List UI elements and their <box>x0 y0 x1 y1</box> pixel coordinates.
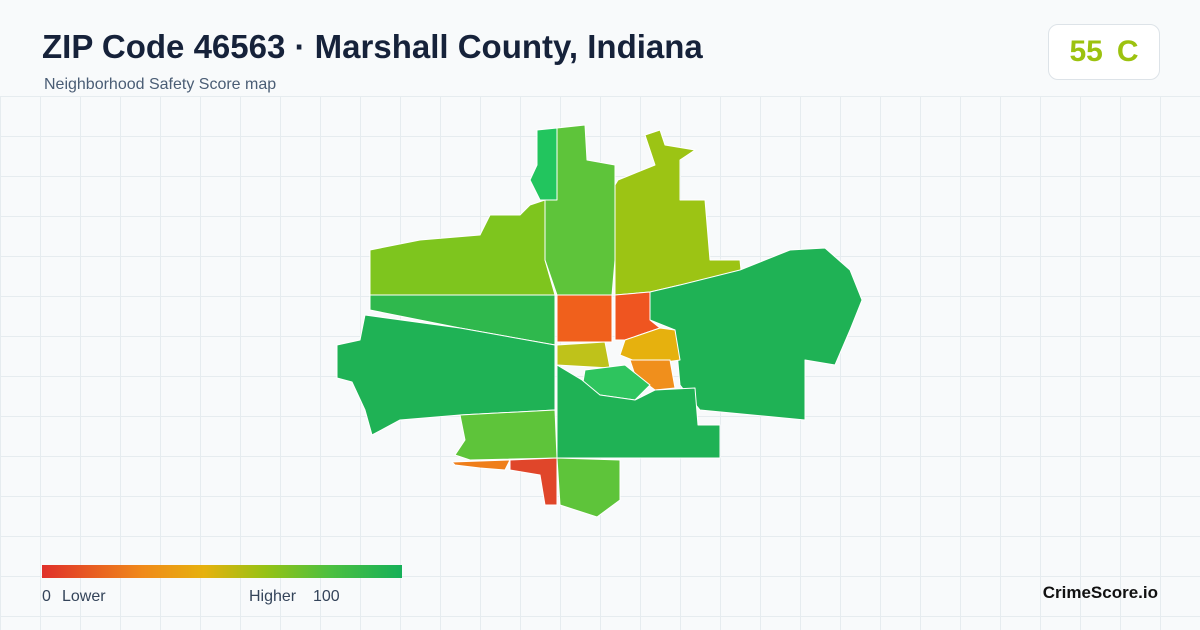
region <box>529 127 558 201</box>
region <box>509 457 558 506</box>
score-grade: C <box>1116 35 1139 68</box>
brand: CrimeScore.io <box>1042 583 1158 602</box>
legend-gradient <box>42 565 402 578</box>
region <box>556 457 621 518</box>
region <box>451 459 511 471</box>
region <box>619 327 681 366</box>
region <box>556 341 611 369</box>
score-badge: 55 C <box>1048 24 1160 80</box>
region <box>556 294 613 343</box>
region <box>336 314 556 436</box>
region <box>454 409 558 461</box>
score-value: 55 <box>1069 35 1103 68</box>
region <box>556 364 721 459</box>
legend-max: 100 <box>313 588 340 605</box>
legend-min: 0 <box>42 588 51 605</box>
region <box>369 199 556 296</box>
legend-max-label: Higher <box>249 588 297 605</box>
title: ZIP Code 46563 · Marshall County, Indian… <box>42 28 703 65</box>
legend-min-label: Lower <box>62 588 106 605</box>
region <box>614 129 743 296</box>
subtitle: Neighborhood Safety Score map <box>44 76 277 93</box>
